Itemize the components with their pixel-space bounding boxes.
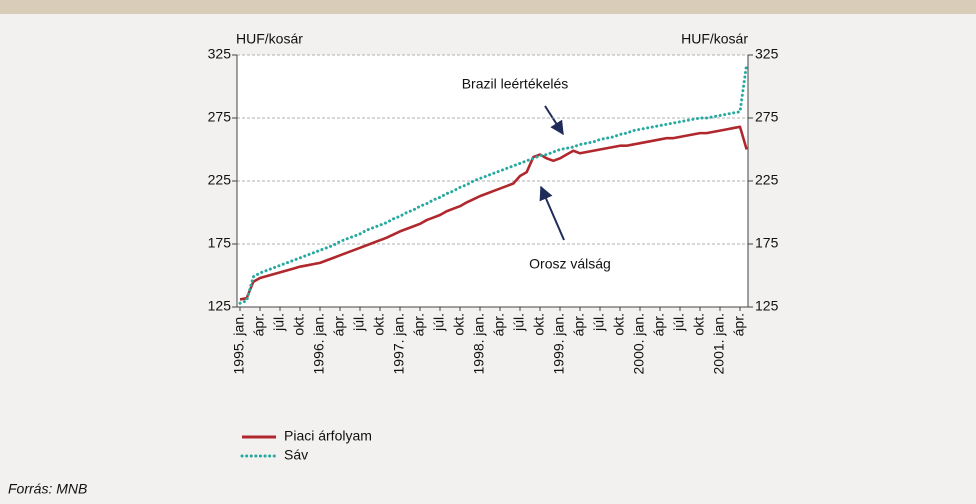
x-tick-label: 2001. jan.	[711, 313, 727, 375]
x-tick-label: 1998. jan.	[471, 313, 487, 375]
x-tick-label: okt.	[611, 313, 627, 336]
arrow	[539, 185, 565, 241]
x-tick-label: júl.	[431, 313, 447, 332]
y-tick-label: 275	[208, 109, 232, 125]
annotation: Brazil leértékelés	[462, 76, 569, 92]
y2-tick-label: 125	[755, 298, 779, 314]
x-tick-label: júl.	[591, 313, 607, 332]
x-tick-label: okt.	[371, 313, 387, 336]
x-tick-label: ápr.	[251, 313, 267, 336]
x-tick-label: okt.	[291, 313, 307, 336]
x-tick-label: 1996. jan.	[311, 313, 327, 375]
top-band	[0, 0, 976, 14]
x-tick-label: júl.	[271, 313, 287, 332]
y-tick-label: 175	[208, 235, 232, 251]
series-line	[238, 62, 749, 305]
x-tick-label: júl.	[671, 313, 687, 332]
x-tick-label: ápr.	[571, 313, 587, 336]
x-tick-label: 2000. jan.	[631, 313, 647, 375]
x-tick-label: okt.	[531, 313, 547, 336]
x-tick-label: ápr.	[731, 313, 747, 336]
x-tick-label: okt.	[691, 313, 707, 336]
y-tick-label: 225	[208, 172, 232, 188]
x-tick-label: 1997. jan.	[391, 313, 407, 375]
y2-tick-label: 175	[755, 235, 779, 251]
x-tick-label: 1999. jan.	[551, 313, 567, 375]
series-line	[239, 125, 748, 301]
x-tick-label: ápr.	[491, 313, 507, 336]
y-axis-label: HUF/kosár	[236, 31, 303, 47]
arrow	[544, 105, 564, 136]
x-tick-label: okt.	[451, 313, 467, 336]
x-tick-label: júl.	[351, 313, 367, 332]
x-tick-label: ápr.	[411, 313, 427, 336]
y2-tick-label: 225	[755, 172, 779, 188]
y2-axis-label: HUF/kosár	[681, 31, 748, 47]
legend-label: Sáv	[284, 447, 308, 463]
y-tick-label: 325	[208, 46, 232, 62]
y2-tick-label: 325	[755, 46, 779, 62]
source: Forrás: MNB	[8, 481, 87, 497]
annotation: Orosz válság	[529, 256, 611, 272]
y-tick-label: 125	[208, 298, 232, 314]
x-tick-label: 1995. jan.	[231, 313, 247, 375]
legend-label: Piaci árfolyam	[284, 428, 372, 444]
x-tick-label: ápr.	[651, 313, 667, 336]
x-tick-label: júl.	[511, 313, 527, 332]
y2-tick-label: 275	[755, 109, 779, 125]
x-tick-label: ápr.	[331, 313, 347, 336]
